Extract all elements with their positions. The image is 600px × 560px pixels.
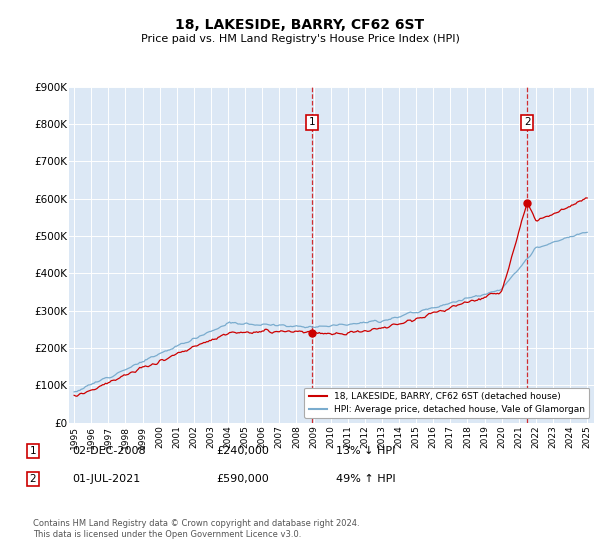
Text: 2: 2: [524, 117, 530, 127]
Text: £240,000: £240,000: [216, 446, 269, 456]
Text: 01-JUL-2021: 01-JUL-2021: [72, 474, 140, 484]
Legend: 18, LAKESIDE, BARRY, CF62 6ST (detached house), HPI: Average price, detached hou: 18, LAKESIDE, BARRY, CF62 6ST (detached …: [304, 388, 589, 418]
Text: £590,000: £590,000: [216, 474, 269, 484]
Text: Contains HM Land Registry data © Crown copyright and database right 2024.
This d: Contains HM Land Registry data © Crown c…: [33, 520, 359, 539]
Text: Price paid vs. HM Land Registry's House Price Index (HPI): Price paid vs. HM Land Registry's House …: [140, 34, 460, 44]
Text: 02-DEC-2008: 02-DEC-2008: [72, 446, 146, 456]
Text: 49% ↑ HPI: 49% ↑ HPI: [336, 474, 395, 484]
Text: 2: 2: [29, 474, 37, 484]
Text: 13% ↓ HPI: 13% ↓ HPI: [336, 446, 395, 456]
Text: 1: 1: [29, 446, 37, 456]
Text: 18, LAKESIDE, BARRY, CF62 6ST: 18, LAKESIDE, BARRY, CF62 6ST: [175, 18, 425, 32]
Text: 1: 1: [309, 117, 316, 127]
